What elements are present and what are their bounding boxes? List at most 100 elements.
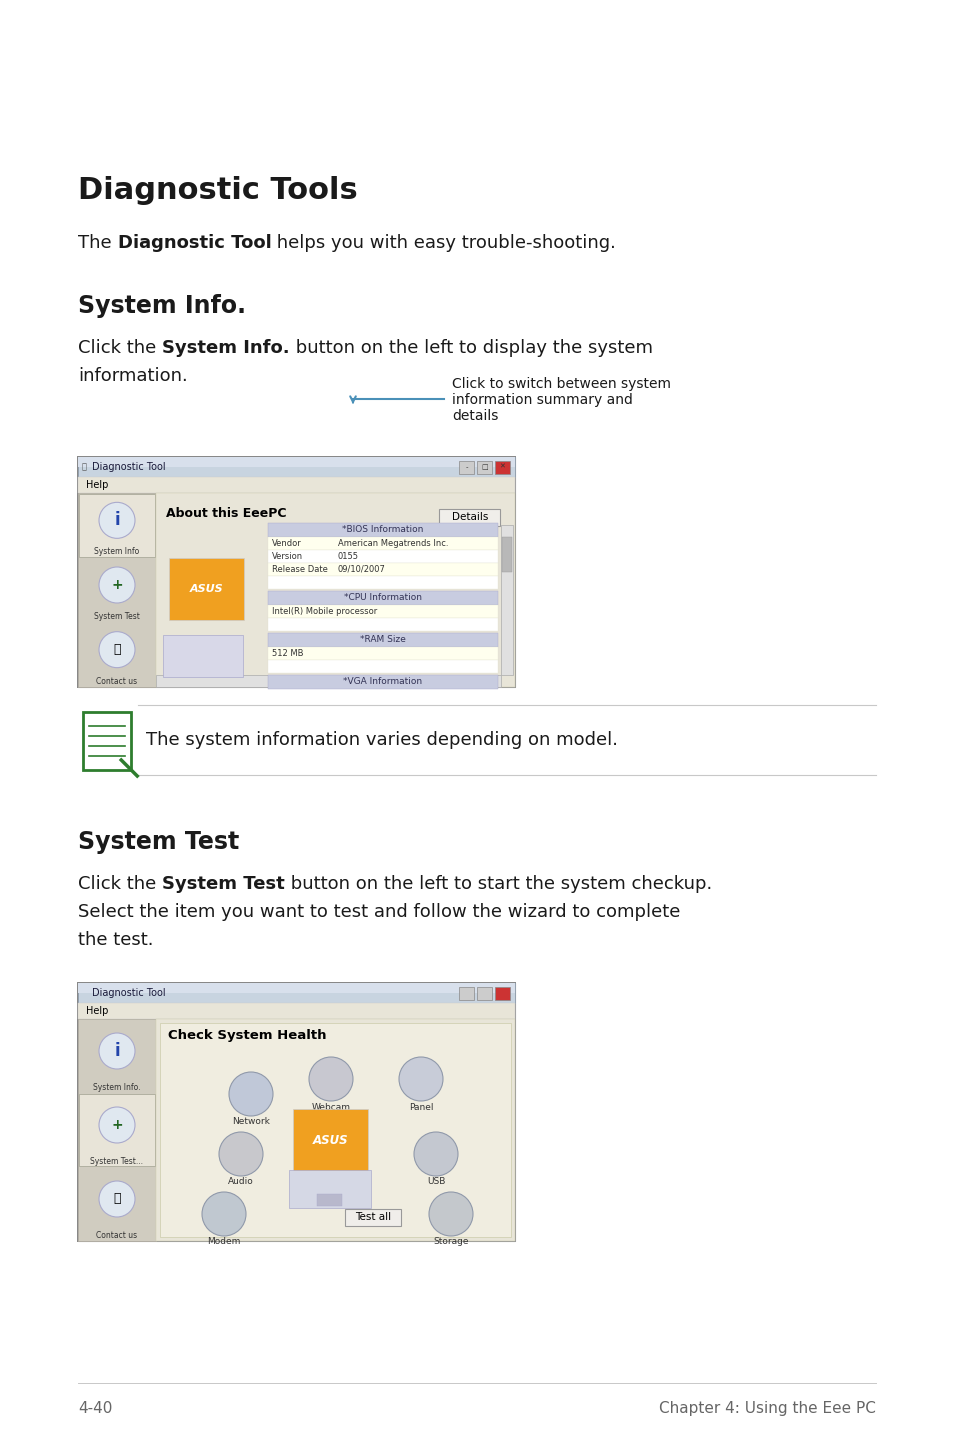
Bar bbox=[169, 558, 244, 620]
Circle shape bbox=[99, 631, 135, 667]
Bar bbox=[476, 986, 492, 999]
Bar bbox=[495, 462, 510, 475]
Bar bbox=[500, 525, 513, 674]
Text: Vendor: Vendor bbox=[272, 539, 301, 548]
Bar bbox=[268, 674, 497, 689]
Text: Click the: Click the bbox=[78, 874, 162, 893]
Text: System Test: System Test bbox=[94, 611, 140, 621]
Text: +: + bbox=[112, 578, 123, 592]
Bar bbox=[77, 982, 516, 1242]
Text: The system information varies depending on model.: The system information varies depending … bbox=[146, 731, 618, 749]
Circle shape bbox=[202, 1192, 246, 1237]
Text: 🌐: 🌐 bbox=[113, 1192, 121, 1205]
Bar bbox=[289, 1171, 371, 1208]
Bar bbox=[79, 495, 154, 557]
FancyBboxPatch shape bbox=[345, 1208, 401, 1225]
Bar bbox=[316, 1194, 341, 1206]
Text: Modem: Modem bbox=[207, 1238, 240, 1247]
Bar bbox=[78, 457, 515, 467]
Text: Click the: Click the bbox=[78, 339, 162, 357]
Circle shape bbox=[99, 1032, 135, 1068]
Bar bbox=[268, 577, 497, 590]
Text: System Info: System Info bbox=[94, 548, 139, 557]
Text: Chapter 4: Using the Eee PC: Chapter 4: Using the Eee PC bbox=[659, 1401, 875, 1416]
Text: i: i bbox=[114, 512, 120, 529]
Text: Storage: Storage bbox=[433, 1238, 468, 1247]
Bar bbox=[458, 986, 474, 999]
Text: Details: Details bbox=[452, 512, 488, 522]
Bar bbox=[79, 1094, 154, 1166]
Text: Contact us: Contact us bbox=[96, 676, 137, 686]
Circle shape bbox=[219, 1132, 263, 1176]
Bar bbox=[160, 1022, 511, 1237]
Text: Test all: Test all bbox=[355, 1212, 391, 1222]
Text: 4-40: 4-40 bbox=[78, 1401, 112, 1416]
Text: Panel: Panel bbox=[408, 1103, 433, 1112]
Text: Network: Network bbox=[232, 1117, 270, 1126]
Text: *RAM Size: *RAM Size bbox=[359, 636, 406, 644]
Bar bbox=[78, 984, 515, 1241]
FancyBboxPatch shape bbox=[439, 509, 500, 525]
Bar bbox=[83, 712, 132, 769]
Bar bbox=[268, 549, 497, 564]
Text: Check System Health: Check System Health bbox=[168, 1030, 326, 1043]
Text: System Test: System Test bbox=[162, 874, 285, 893]
Circle shape bbox=[398, 1057, 442, 1102]
Bar bbox=[163, 636, 243, 677]
Bar bbox=[495, 986, 510, 999]
Bar bbox=[501, 536, 512, 572]
Text: ASUS: ASUS bbox=[190, 584, 223, 594]
Text: USB: USB bbox=[426, 1178, 445, 1186]
Text: ✕: ✕ bbox=[499, 464, 505, 470]
Text: Select the item you want to test and follow the wizard to complete: Select the item you want to test and fol… bbox=[78, 903, 679, 920]
Text: American Megatrends Inc.: American Megatrends Inc. bbox=[337, 539, 448, 548]
Bar bbox=[78, 1002, 515, 1020]
Bar bbox=[268, 647, 497, 660]
Bar bbox=[78, 457, 515, 687]
Text: 09/10/2007: 09/10/2007 bbox=[337, 565, 385, 574]
Text: Diagnostic Tool: Diagnostic Tool bbox=[91, 462, 166, 472]
Bar bbox=[77, 456, 516, 687]
Text: System Test...: System Test... bbox=[91, 1156, 143, 1166]
Bar bbox=[293, 1109, 368, 1171]
Text: 0155: 0155 bbox=[337, 552, 358, 561]
Text: helps you with easy trouble-shooting.: helps you with easy trouble-shooting. bbox=[271, 234, 616, 252]
Circle shape bbox=[229, 1071, 273, 1116]
Text: *CPU Information: *CPU Information bbox=[344, 594, 421, 603]
Bar bbox=[78, 477, 515, 493]
Text: System Info.: System Info. bbox=[162, 339, 290, 357]
Text: *VGA Information: *VGA Information bbox=[343, 677, 422, 686]
Text: Webcam: Webcam bbox=[312, 1103, 350, 1112]
Bar bbox=[268, 591, 497, 605]
Bar bbox=[156, 1020, 515, 1241]
Text: Intel(R) Mobile processor: Intel(R) Mobile processor bbox=[272, 607, 376, 615]
Text: button on the left to start the system checkup.: button on the left to start the system c… bbox=[285, 874, 712, 893]
Bar bbox=[156, 493, 515, 687]
Text: Click to switch between system
information summary and
details: Click to switch between system informati… bbox=[452, 377, 670, 423]
Text: Help: Help bbox=[86, 480, 109, 490]
Text: Contact us: Contact us bbox=[96, 1231, 137, 1240]
Bar bbox=[78, 1020, 156, 1241]
Bar bbox=[268, 605, 497, 618]
Bar bbox=[268, 564, 497, 577]
Bar bbox=[156, 674, 500, 687]
Text: System Test: System Test bbox=[78, 830, 239, 854]
Text: 🔧: 🔧 bbox=[82, 463, 87, 472]
Bar bbox=[268, 523, 497, 536]
Text: information.: information. bbox=[78, 367, 188, 385]
Bar bbox=[78, 493, 156, 687]
Text: 512 MB: 512 MB bbox=[272, 649, 303, 659]
Text: Diagnostic Tools: Diagnostic Tools bbox=[78, 175, 357, 206]
Circle shape bbox=[99, 1181, 135, 1217]
Text: About this EeePC: About this EeePC bbox=[166, 508, 286, 521]
Circle shape bbox=[99, 502, 135, 538]
Text: Diagnostic Tool: Diagnostic Tool bbox=[91, 988, 166, 998]
Text: System Info.: System Info. bbox=[78, 293, 246, 318]
Text: The: The bbox=[78, 234, 117, 252]
Text: Help: Help bbox=[86, 1007, 109, 1017]
Text: the test.: the test. bbox=[78, 930, 153, 949]
Text: 🌐: 🌐 bbox=[113, 643, 121, 656]
Text: Version: Version bbox=[272, 552, 303, 561]
Circle shape bbox=[99, 1107, 135, 1143]
Bar bbox=[458, 462, 474, 475]
